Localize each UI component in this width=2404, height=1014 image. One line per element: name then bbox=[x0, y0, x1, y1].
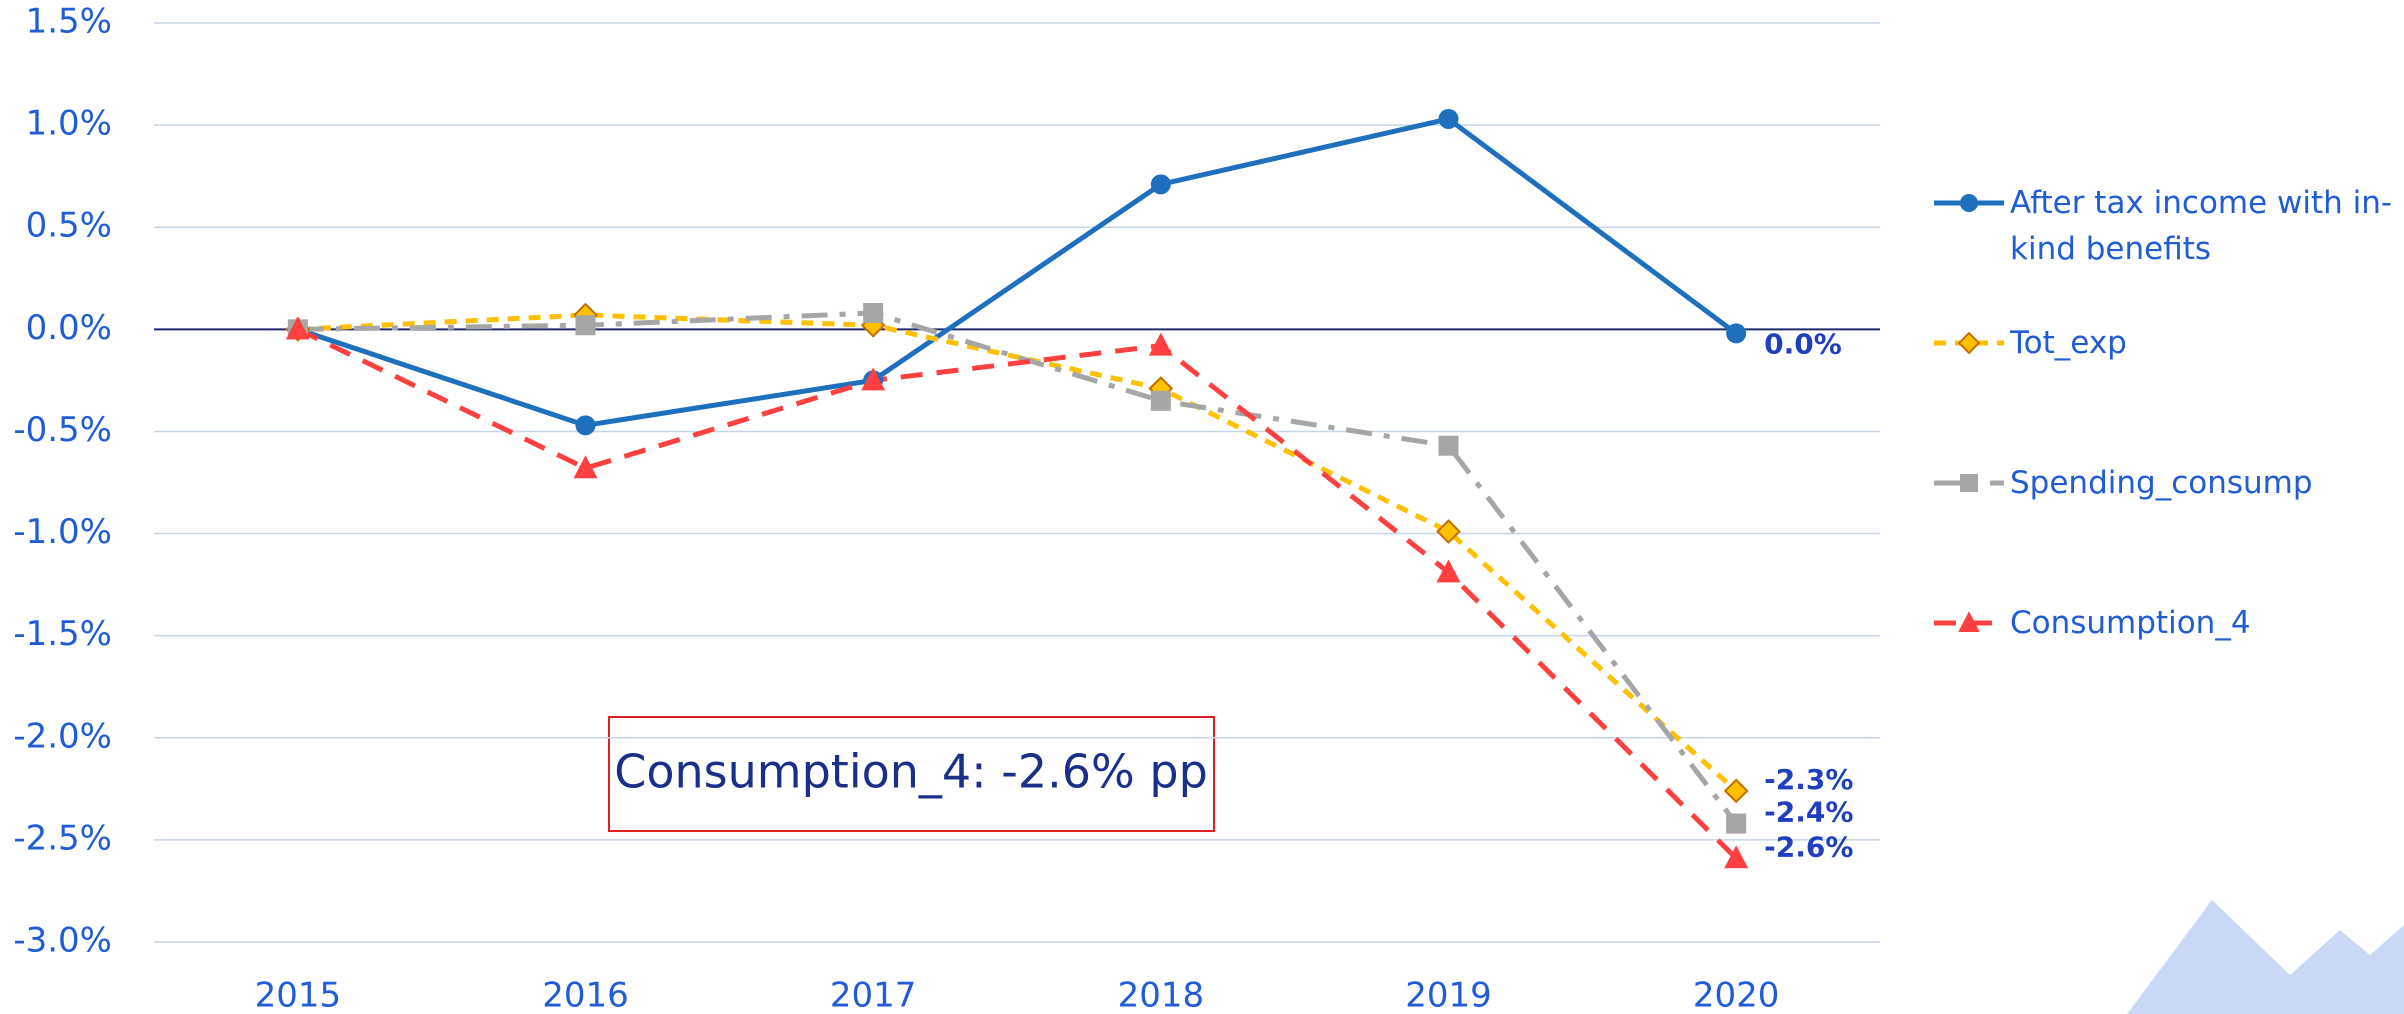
series-line bbox=[297, 310, 1739, 826]
marker bbox=[863, 302, 884, 323]
marker bbox=[1960, 194, 1978, 212]
annotation: Consumption_4: -2.6% pp bbox=[614, 745, 1208, 799]
legend-label: After tax income with in-kind benefits bbox=[2010, 185, 2393, 267]
marker bbox=[1436, 519, 1461, 544]
marker bbox=[1726, 813, 1747, 834]
y-tick-label: -1.5% bbox=[13, 614, 112, 654]
marker bbox=[573, 455, 598, 479]
y-tick-label: -2.5% bbox=[13, 818, 112, 858]
marker bbox=[1150, 174, 1171, 195]
grid bbox=[154, 22, 1880, 943]
value-label: -2.6% bbox=[1764, 830, 1853, 863]
marker bbox=[1150, 390, 1171, 411]
marker bbox=[1958, 611, 1980, 632]
series-line bbox=[297, 116, 1738, 428]
legend-item: Spending_consump bbox=[1930, 460, 2404, 600]
marker bbox=[575, 415, 596, 436]
marker bbox=[285, 316, 310, 340]
x-tick-label: 2020 bbox=[1693, 976, 1780, 1014]
legend-item: Tot_exp bbox=[1930, 320, 2404, 460]
legend-swatch bbox=[1934, 331, 2004, 355]
y-tick-label: 0.0% bbox=[26, 308, 112, 348]
marker bbox=[1436, 559, 1461, 583]
x-tick-label: 2015 bbox=[255, 976, 342, 1014]
y-tick-label: -2.0% bbox=[13, 716, 112, 756]
x-tick-label: 2019 bbox=[1405, 976, 1492, 1014]
marker bbox=[575, 315, 596, 336]
legend-label: Consumption_4 bbox=[2010, 605, 2251, 641]
series-line bbox=[297, 312, 1738, 793]
legend-label: Tot_exp bbox=[2010, 325, 2127, 361]
y-tick-label: 0.5% bbox=[26, 206, 112, 246]
y-tick-label: 1.5% bbox=[26, 2, 112, 42]
marker bbox=[1438, 108, 1459, 129]
y-tick-label: -0.5% bbox=[13, 410, 112, 450]
x-tick-label: 2016 bbox=[542, 976, 629, 1014]
marker bbox=[1726, 323, 1747, 344]
marker bbox=[861, 367, 886, 391]
series-line bbox=[296, 327, 1738, 861]
annotation-box bbox=[608, 716, 1215, 832]
value-label: -2.4% bbox=[1764, 796, 1853, 829]
value-label: 0.0% bbox=[1764, 327, 1842, 360]
legend-label: Spending_consump bbox=[2010, 465, 2313, 501]
legend-swatch bbox=[1934, 611, 2004, 632]
legend-swatch bbox=[1934, 474, 2004, 492]
y-tick-label: 1.0% bbox=[26, 104, 112, 144]
legend-item: Consumption_4 bbox=[1930, 600, 2404, 740]
x-tick-label: 2017 bbox=[830, 976, 917, 1014]
marker bbox=[1723, 778, 1749, 804]
y-tick-label: -1.0% bbox=[13, 512, 112, 552]
y-tick-label: -3.0% bbox=[13, 921, 112, 961]
marker bbox=[1724, 845, 1749, 869]
x-tick-label: 2018 bbox=[1118, 976, 1205, 1014]
marker bbox=[1438, 435, 1459, 456]
value-label: -2.3% bbox=[1764, 763, 1853, 796]
legend: After tax income with in-kind benefits To… bbox=[1930, 180, 2404, 740]
legend-swatch bbox=[1934, 194, 2004, 212]
marker bbox=[1960, 474, 1978, 492]
legend-item: After tax income with in-kind benefits bbox=[1930, 180, 2404, 320]
logo bbox=[2127, 900, 2404, 1014]
marker bbox=[1148, 332, 1173, 356]
marker bbox=[1957, 331, 1981, 355]
